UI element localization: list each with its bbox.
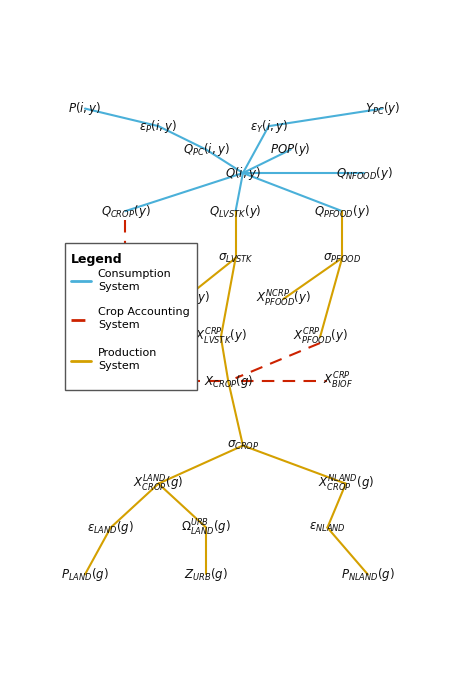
Text: $Z_{URB}(g)$: $Z_{URB}(g)$ [184, 566, 228, 583]
Text: Legend: Legend [71, 253, 123, 266]
Text: Production: Production [98, 348, 157, 358]
Text: System: System [98, 282, 139, 292]
Text: $\Omega_{LAND}^{URB}(g)$: $\Omega_{LAND}^{URB}(g)$ [181, 518, 231, 538]
Text: $P_{NLAND}(g)$: $P_{NLAND}(g)$ [341, 566, 395, 583]
Text: $X_{CROP}^{NLAND}(g)$: $X_{CROP}^{NLAND}(g)$ [318, 473, 374, 494]
Text: $X_{PFOOD}^{CRP}(y)$: $X_{PFOOD}^{CRP}(y)$ [292, 327, 347, 347]
FancyBboxPatch shape [65, 243, 197, 390]
Text: $P(i,y)$: $P(i,y)$ [68, 100, 102, 117]
Text: $\sigma_{PFOOD}$: $\sigma_{PFOOD}$ [323, 251, 361, 264]
Text: $Q_{NFOOD}(y)$: $Q_{NFOOD}(y)$ [336, 164, 392, 182]
Text: $Y_{PC}(y)$: $Y_{PC}(y)$ [365, 100, 400, 117]
Text: Crop Accounting: Crop Accounting [98, 307, 190, 316]
Text: $\sigma_{CROP}$: $\sigma_{CROP}$ [227, 439, 259, 452]
Text: $Q_{LVSTK}(y)$: $Q_{LVSTK}(y)$ [210, 203, 262, 220]
Text: $\varepsilon_P(i,y)$: $\varepsilon_P(i,y)$ [139, 118, 177, 135]
Text: $Q(i,y)$: $Q(i,y)$ [225, 164, 261, 182]
Text: $X_{LVSTK}^{NCRP}(y)$: $X_{LVSTK}^{NCRP}(y)$ [158, 289, 210, 309]
Text: $X_{CROP}(g)$: $X_{CROP}(g)$ [203, 373, 253, 390]
Text: $X_{CROP}^{LAND}(g)$: $X_{CROP}^{LAND}(g)$ [133, 473, 183, 494]
Text: $Q_{PFOOD}(y)$: $Q_{PFOOD}(y)$ [314, 203, 370, 220]
Text: $Q_{CROP}(y)$: $Q_{CROP}(y)$ [100, 203, 150, 220]
Text: $\varepsilon_Y(i,y)$: $\varepsilon_Y(i,y)$ [249, 118, 288, 135]
Text: $\sigma_{LVSTK}$: $\sigma_{LVSTK}$ [218, 251, 254, 264]
Text: $X_{PFOOD}^{NCRP}(y)$: $X_{PFOOD}^{NCRP}(y)$ [256, 289, 311, 309]
Text: Consumption: Consumption [98, 269, 172, 279]
Text: $P_{LAND}(g)$: $P_{LAND}(g)$ [61, 566, 109, 583]
Text: $\varepsilon_{LAND}(g)$: $\varepsilon_{LAND}(g)$ [87, 519, 134, 536]
Text: $\varepsilon_{NLAND}$: $\varepsilon_{NLAND}$ [309, 521, 346, 534]
Text: System: System [98, 320, 139, 330]
Text: $X_{BIOF}^{CRP}$: $X_{BIOF}^{CRP}$ [323, 371, 354, 391]
Text: System: System [98, 361, 139, 371]
Text: $POP(y)$: $POP(y)$ [270, 141, 311, 158]
Text: $X_{LVSTK}^{CRP}(y)$: $X_{LVSTK}^{CRP}(y)$ [195, 327, 247, 347]
Text: $Q_{PC}(i,y)$: $Q_{PC}(i,y)$ [183, 141, 229, 158]
